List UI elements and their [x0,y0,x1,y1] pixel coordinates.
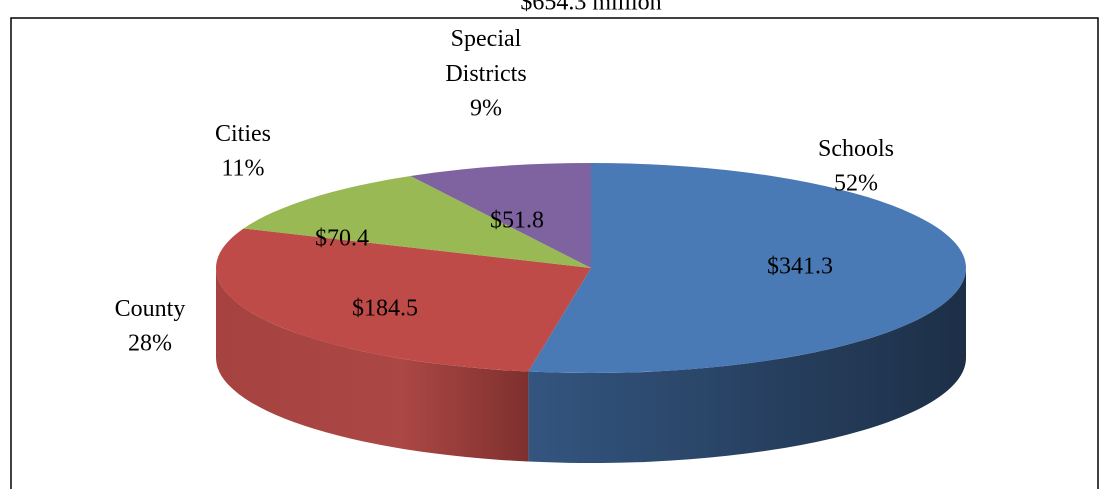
value-label: $341.3 [767,254,833,280]
slice [528,163,966,373]
chart-title: $654.3 million [520,0,661,16]
value-label: $70.4 [315,226,369,252]
slice [410,163,591,268]
frame [10,17,1099,489]
category-label: Schools [818,136,894,162]
value-label: $184.5 [352,296,418,322]
slice-side [216,268,529,462]
share-label: 9% [470,96,502,122]
share-label: 52% [834,171,878,197]
share-label: 28% [128,331,172,357]
category-label: County [115,296,186,322]
slice [215,228,591,372]
category-label: Special Districts [445,26,526,87]
value-label: $51.8 [490,208,544,234]
share-label: 11% [221,156,264,182]
slice-side [528,268,966,463]
slice [243,175,591,268]
category-label: Cities [215,121,271,147]
